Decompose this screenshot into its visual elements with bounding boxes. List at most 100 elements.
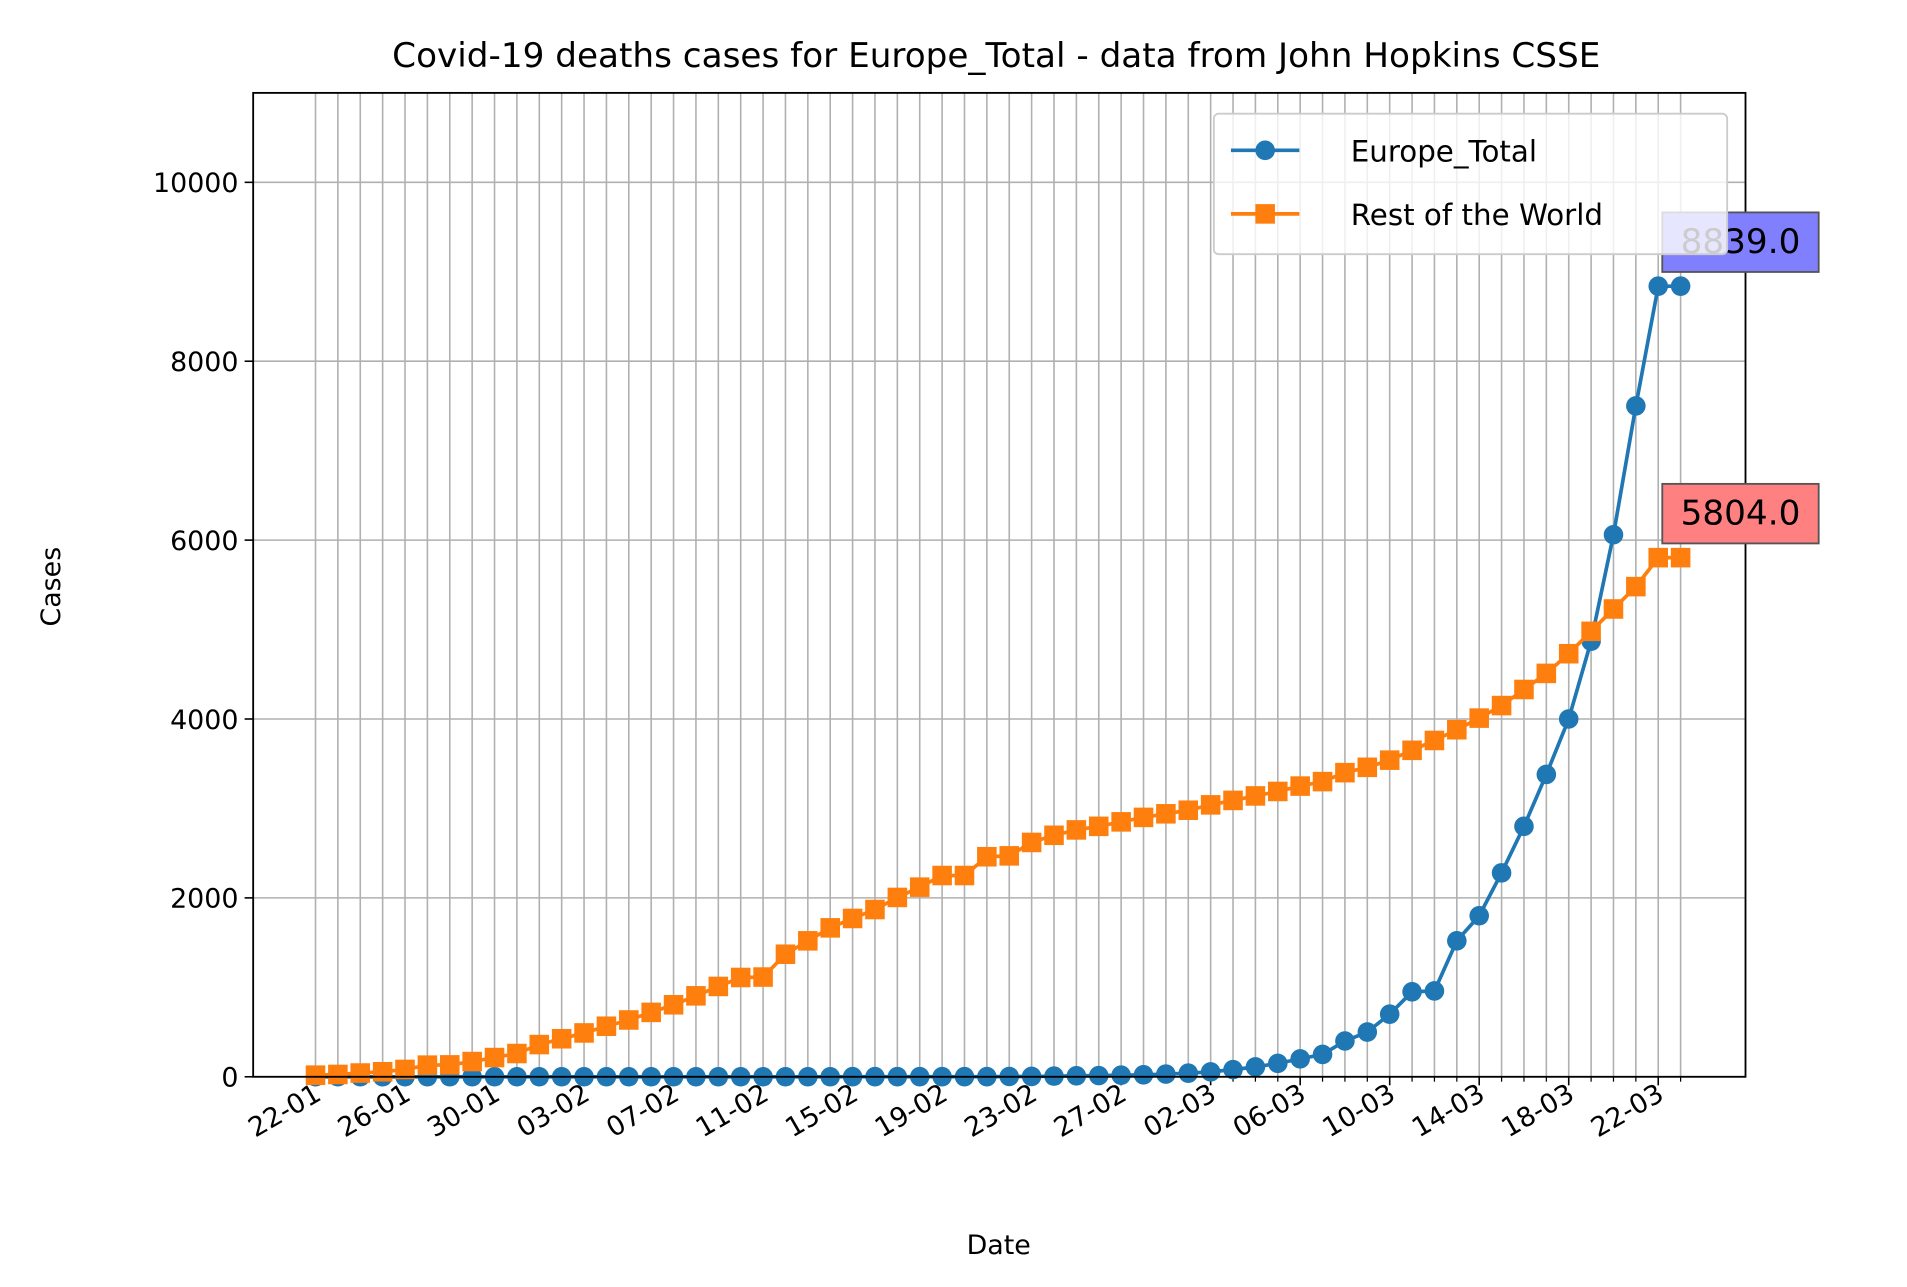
marker: [686, 986, 706, 1006]
marker: [1536, 663, 1557, 684]
marker: [1357, 757, 1378, 778]
y-tick-label: 2000: [170, 884, 238, 915]
marker: [507, 1043, 527, 1064]
marker: [328, 1064, 348, 1085]
axes-frame: [252, 91, 1747, 1078]
marker: [999, 846, 1020, 866]
legend-label: Rest of the World: [1351, 198, 1603, 232]
marker: [1021, 832, 1042, 853]
marker: [350, 1063, 371, 1083]
marker: [1066, 820, 1087, 840]
marker: [820, 918, 840, 938]
marker: [1268, 781, 1288, 802]
marker: [1491, 695, 1512, 716]
marker: [977, 846, 997, 867]
marker: [1424, 981, 1445, 1001]
marker: [1603, 524, 1624, 545]
marker: [1581, 621, 1601, 642]
marker: [462, 1051, 482, 1072]
y-tick-label: 8000: [170, 347, 238, 378]
marker: [1133, 1065, 1154, 1085]
marker: [1424, 730, 1445, 751]
marker: [1558, 709, 1579, 729]
marker: [439, 1055, 460, 1075]
marker: [1044, 825, 1064, 846]
legend: Europe_Total Rest of the World: [1212, 112, 1729, 256]
marker: [1670, 547, 1691, 568]
marker: [1268, 1053, 1288, 1074]
marker: [1536, 764, 1557, 785]
marker: [529, 1034, 550, 1055]
marker: [663, 994, 684, 1015]
marker: [1088, 1065, 1109, 1086]
marker: [1603, 599, 1624, 619]
marker: [1514, 679, 1534, 700]
marker: [1670, 276, 1691, 296]
marker: [865, 899, 885, 920]
marker: [1312, 1044, 1333, 1065]
annotation-text: 5804.0: [1681, 494, 1801, 534]
marker: [1088, 816, 1109, 837]
marker: [1626, 576, 1646, 597]
y-axis-label: Cases: [36, 547, 67, 627]
marker: [1290, 1049, 1310, 1069]
annotation: 5804.0: [1661, 482, 1820, 545]
marker: [753, 967, 773, 987]
marker: [1200, 795, 1221, 815]
marker: [1245, 786, 1266, 806]
marker: [954, 865, 975, 886]
marker: [909, 877, 930, 897]
marker: [1379, 1004, 1400, 1024]
marker: [1200, 1062, 1221, 1082]
y-tick-label: 0: [221, 1063, 238, 1094]
marker: [1178, 1063, 1199, 1083]
marker: [305, 1065, 326, 1085]
marker: [1223, 1059, 1243, 1080]
marker: [1648, 547, 1669, 568]
marker: [1379, 750, 1400, 770]
marker: [395, 1059, 415, 1080]
marker: [1514, 816, 1534, 837]
marker: [1111, 812, 1131, 832]
marker: [842, 908, 863, 929]
marker: [1357, 1022, 1378, 1042]
marker: [596, 1016, 617, 1037]
marker: [1245, 1057, 1266, 1077]
chart-title: Covid-19 deaths cases for Europe_Total -…: [392, 36, 1600, 76]
marker: [1447, 719, 1467, 740]
marker: [730, 967, 751, 988]
marker: [1469, 708, 1489, 728]
marker: [417, 1055, 438, 1075]
legend-label: Europe_Total: [1351, 134, 1537, 168]
marker: [708, 976, 729, 997]
marker: [551, 1028, 572, 1049]
marker: [1223, 790, 1243, 811]
marker: [1290, 776, 1310, 796]
marker: [1111, 1065, 1131, 1085]
marker: [1312, 771, 1333, 792]
marker: [372, 1061, 393, 1082]
marker: [1156, 804, 1176, 824]
marker: [1133, 807, 1154, 828]
marker: [1469, 906, 1489, 926]
marker: [1066, 1066, 1087, 1086]
annotation-box: [1661, 482, 1820, 545]
marker: [775, 944, 796, 965]
marker: [1447, 931, 1467, 951]
marker: [1626, 396, 1646, 416]
marker: [1335, 762, 1355, 783]
legend-marker: [1255, 140, 1275, 161]
marker: [1178, 800, 1199, 821]
marker: [887, 887, 908, 908]
marker: [798, 931, 818, 951]
marker: [1558, 643, 1579, 664]
marker: [574, 1023, 594, 1043]
y-tick-label: 4000: [170, 705, 238, 736]
y-tick-label: 6000: [170, 526, 238, 557]
marker: [641, 1002, 661, 1023]
marker: [932, 865, 952, 886]
y-tick-label: 10000: [153, 168, 238, 199]
marker: [1335, 1031, 1355, 1051]
